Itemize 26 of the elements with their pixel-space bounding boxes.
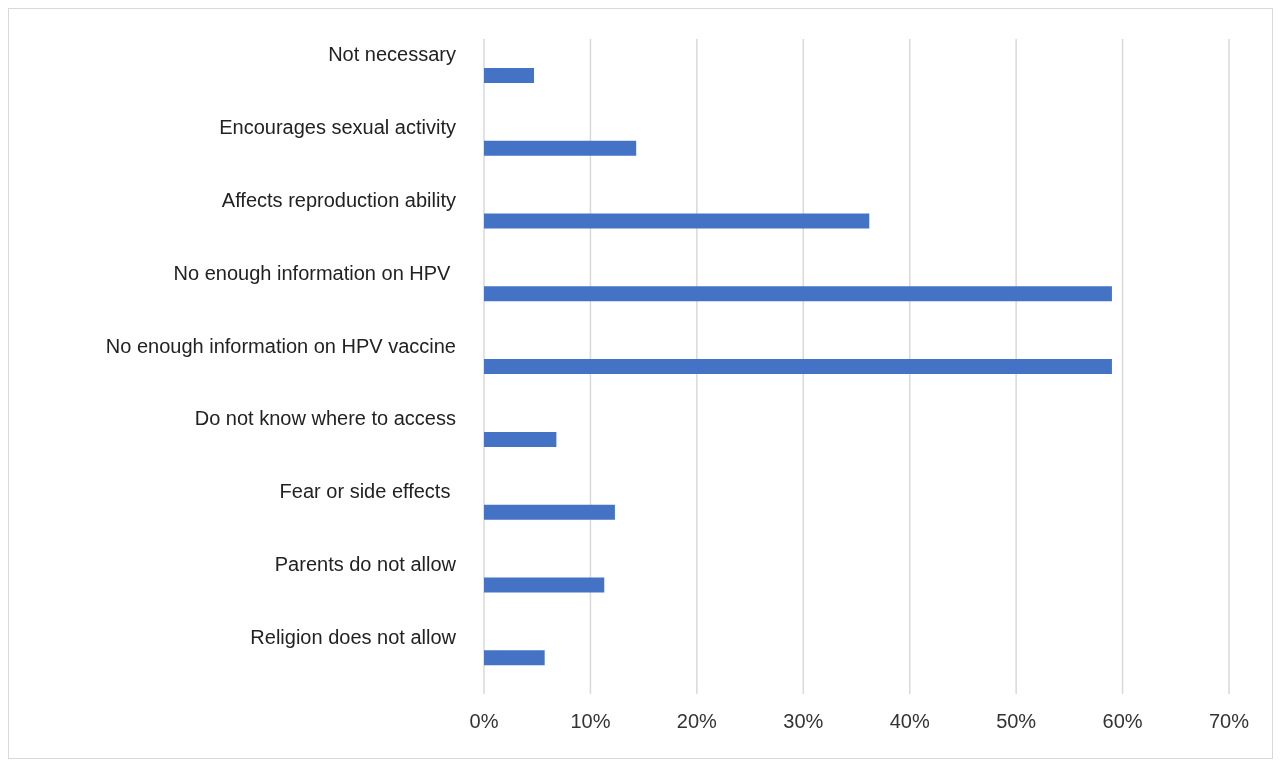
x-tick-label: 60% — [1102, 710, 1143, 733]
bar — [484, 359, 1112, 375]
y-tick-label: Do not know where to access — [194, 407, 456, 430]
bar — [484, 213, 870, 229]
x-tick-label: 30% — [783, 710, 824, 733]
x-tick-label: 10% — [570, 710, 611, 733]
bar — [484, 504, 615, 520]
bar — [484, 650, 545, 666]
y-tick-label: Parents do not allow — [274, 552, 457, 575]
bar — [484, 431, 557, 447]
y-tick-label: Not necessary — [328, 43, 456, 66]
bar — [484, 286, 1112, 302]
x-tick-label: 70% — [1208, 710, 1250, 733]
y-tick-label: Religion does not allow — [250, 625, 457, 648]
y-tick-label: Encourages sexual activity — [219, 116, 456, 139]
x-tick-label: 20% — [676, 710, 718, 733]
x-tick-label: 50% — [996, 710, 1037, 733]
y-tick-label: Fear or side effects — [279, 480, 456, 503]
y-tick-label: Affects reproduction ability — [221, 188, 456, 211]
y-tick-label: No enough information on HPV — [173, 261, 456, 284]
x-tick-label: 0% — [469, 710, 499, 733]
bar — [484, 577, 605, 593]
y-tick-label: No enough information on HPV vaccine — [105, 334, 456, 357]
bar — [484, 68, 535, 83]
bar — [484, 140, 637, 156]
x-tick-label: 40% — [889, 710, 930, 733]
